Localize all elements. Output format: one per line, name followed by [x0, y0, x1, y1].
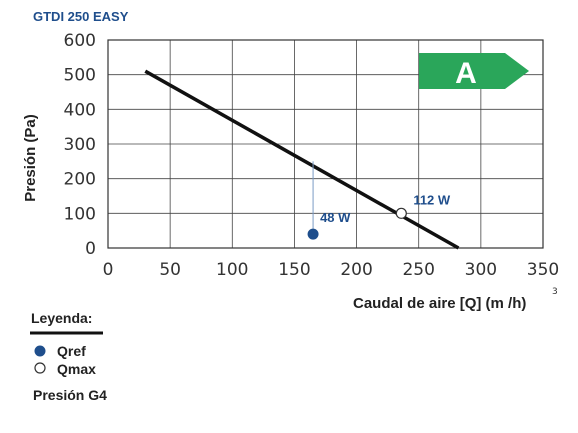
y-tick-label: 300 [64, 135, 96, 155]
qref-point [307, 228, 319, 240]
qref-point-label: 48 W [320, 210, 351, 225]
x-tick-label: 100 [216, 260, 248, 280]
x-tick-label: 250 [402, 260, 434, 280]
energy-class-label: A [455, 57, 477, 90]
x-tick-label: 150 [278, 260, 310, 280]
x-tick-labels: 0 50 100 150 200 250 300 350 [103, 260, 560, 280]
x-tick-label: 200 [340, 260, 372, 280]
qmax-point-label: 112 W [413, 192, 451, 207]
x-tick-label: 0 [103, 260, 114, 280]
legend-qref-marker [34, 345, 46, 357]
x-tick-label: 350 [527, 260, 559, 280]
y-tick-label: 600 [64, 31, 96, 51]
legend-qmax-label: Qmax [57, 361, 96, 377]
legend-qref-label: Qref [57, 343, 86, 359]
legend-pressure-label: Presión G4 [33, 387, 107, 403]
y-tick-label: 400 [64, 100, 96, 120]
legend: Leyenda: Qref Qmax Presión G4 [30, 310, 107, 403]
y-tick-label: 0 [85, 239, 96, 259]
chart-title: GTDI 250 EASY [33, 9, 129, 24]
qmax-point [395, 207, 407, 219]
energy-class-badge: A [419, 53, 529, 90]
y-tick-labels: 0 100 200 300 400 500 600 [64, 31, 96, 259]
x-axis-label-superscript: 3 [552, 287, 558, 297]
pressure-curve [144, 69, 460, 250]
x-axis-label: Caudal de aire [Q] (m /h) [353, 295, 526, 312]
y-tick-label: 500 [64, 66, 96, 86]
y-axis-label: Presión (Pa) [22, 114, 39, 202]
energy-class-arrow [419, 53, 529, 89]
legend-title: Leyenda: [31, 310, 92, 326]
y-tick-label: 200 [64, 170, 96, 190]
legend-qmax-marker [34, 362, 46, 374]
y-tick-label: 100 [64, 204, 96, 224]
plot-frame [107, 39, 544, 249]
x-tick-label: 300 [465, 260, 497, 280]
x-tick-label: 50 [159, 260, 181, 280]
